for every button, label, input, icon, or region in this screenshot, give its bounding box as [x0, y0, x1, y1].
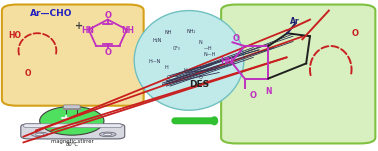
- Text: O: O: [104, 11, 111, 20]
- Text: N: N: [265, 87, 272, 96]
- Ellipse shape: [104, 133, 112, 136]
- Text: NH: NH: [164, 30, 172, 35]
- Ellipse shape: [36, 133, 44, 136]
- Text: O: O: [352, 29, 359, 38]
- Text: O: O: [198, 74, 202, 80]
- Text: +: +: [75, 21, 84, 31]
- Text: —H: —H: [204, 46, 212, 51]
- Text: H—N: H—N: [149, 59, 161, 64]
- FancyBboxPatch shape: [21, 124, 125, 139]
- Text: HO: HO: [8, 31, 21, 40]
- Ellipse shape: [134, 11, 244, 110]
- Text: DES: DES: [189, 80, 209, 89]
- Text: O: O: [166, 74, 170, 80]
- Text: N: N: [198, 40, 202, 45]
- Text: O: O: [25, 69, 32, 78]
- Text: N—H: N—H: [204, 52, 216, 57]
- Ellipse shape: [40, 106, 104, 135]
- Text: Ar—CHO: Ar—CHO: [30, 9, 72, 18]
- Text: 80°C: 80°C: [66, 142, 79, 148]
- Ellipse shape: [31, 132, 48, 137]
- FancyBboxPatch shape: [23, 124, 122, 128]
- Text: HN: HN: [82, 26, 94, 35]
- Text: NH₂: NH₂: [186, 29, 195, 34]
- Text: H: H: [183, 68, 187, 73]
- Ellipse shape: [99, 132, 116, 137]
- FancyBboxPatch shape: [221, 5, 375, 143]
- Text: NH: NH: [121, 26, 134, 35]
- FancyBboxPatch shape: [64, 105, 80, 109]
- Text: magnetic stirrer: magnetic stirrer: [51, 139, 94, 144]
- Text: CF₃: CF₃: [173, 46, 181, 51]
- Text: H: H: [164, 65, 168, 70]
- Text: H₂N: H₂N: [152, 37, 161, 43]
- Text: O: O: [250, 91, 257, 100]
- Text: HN: HN: [220, 57, 233, 66]
- Polygon shape: [66, 109, 77, 113]
- FancyBboxPatch shape: [2, 5, 144, 106]
- Text: O: O: [233, 34, 240, 43]
- Text: O: O: [104, 48, 111, 57]
- Text: Ar: Ar: [290, 17, 300, 26]
